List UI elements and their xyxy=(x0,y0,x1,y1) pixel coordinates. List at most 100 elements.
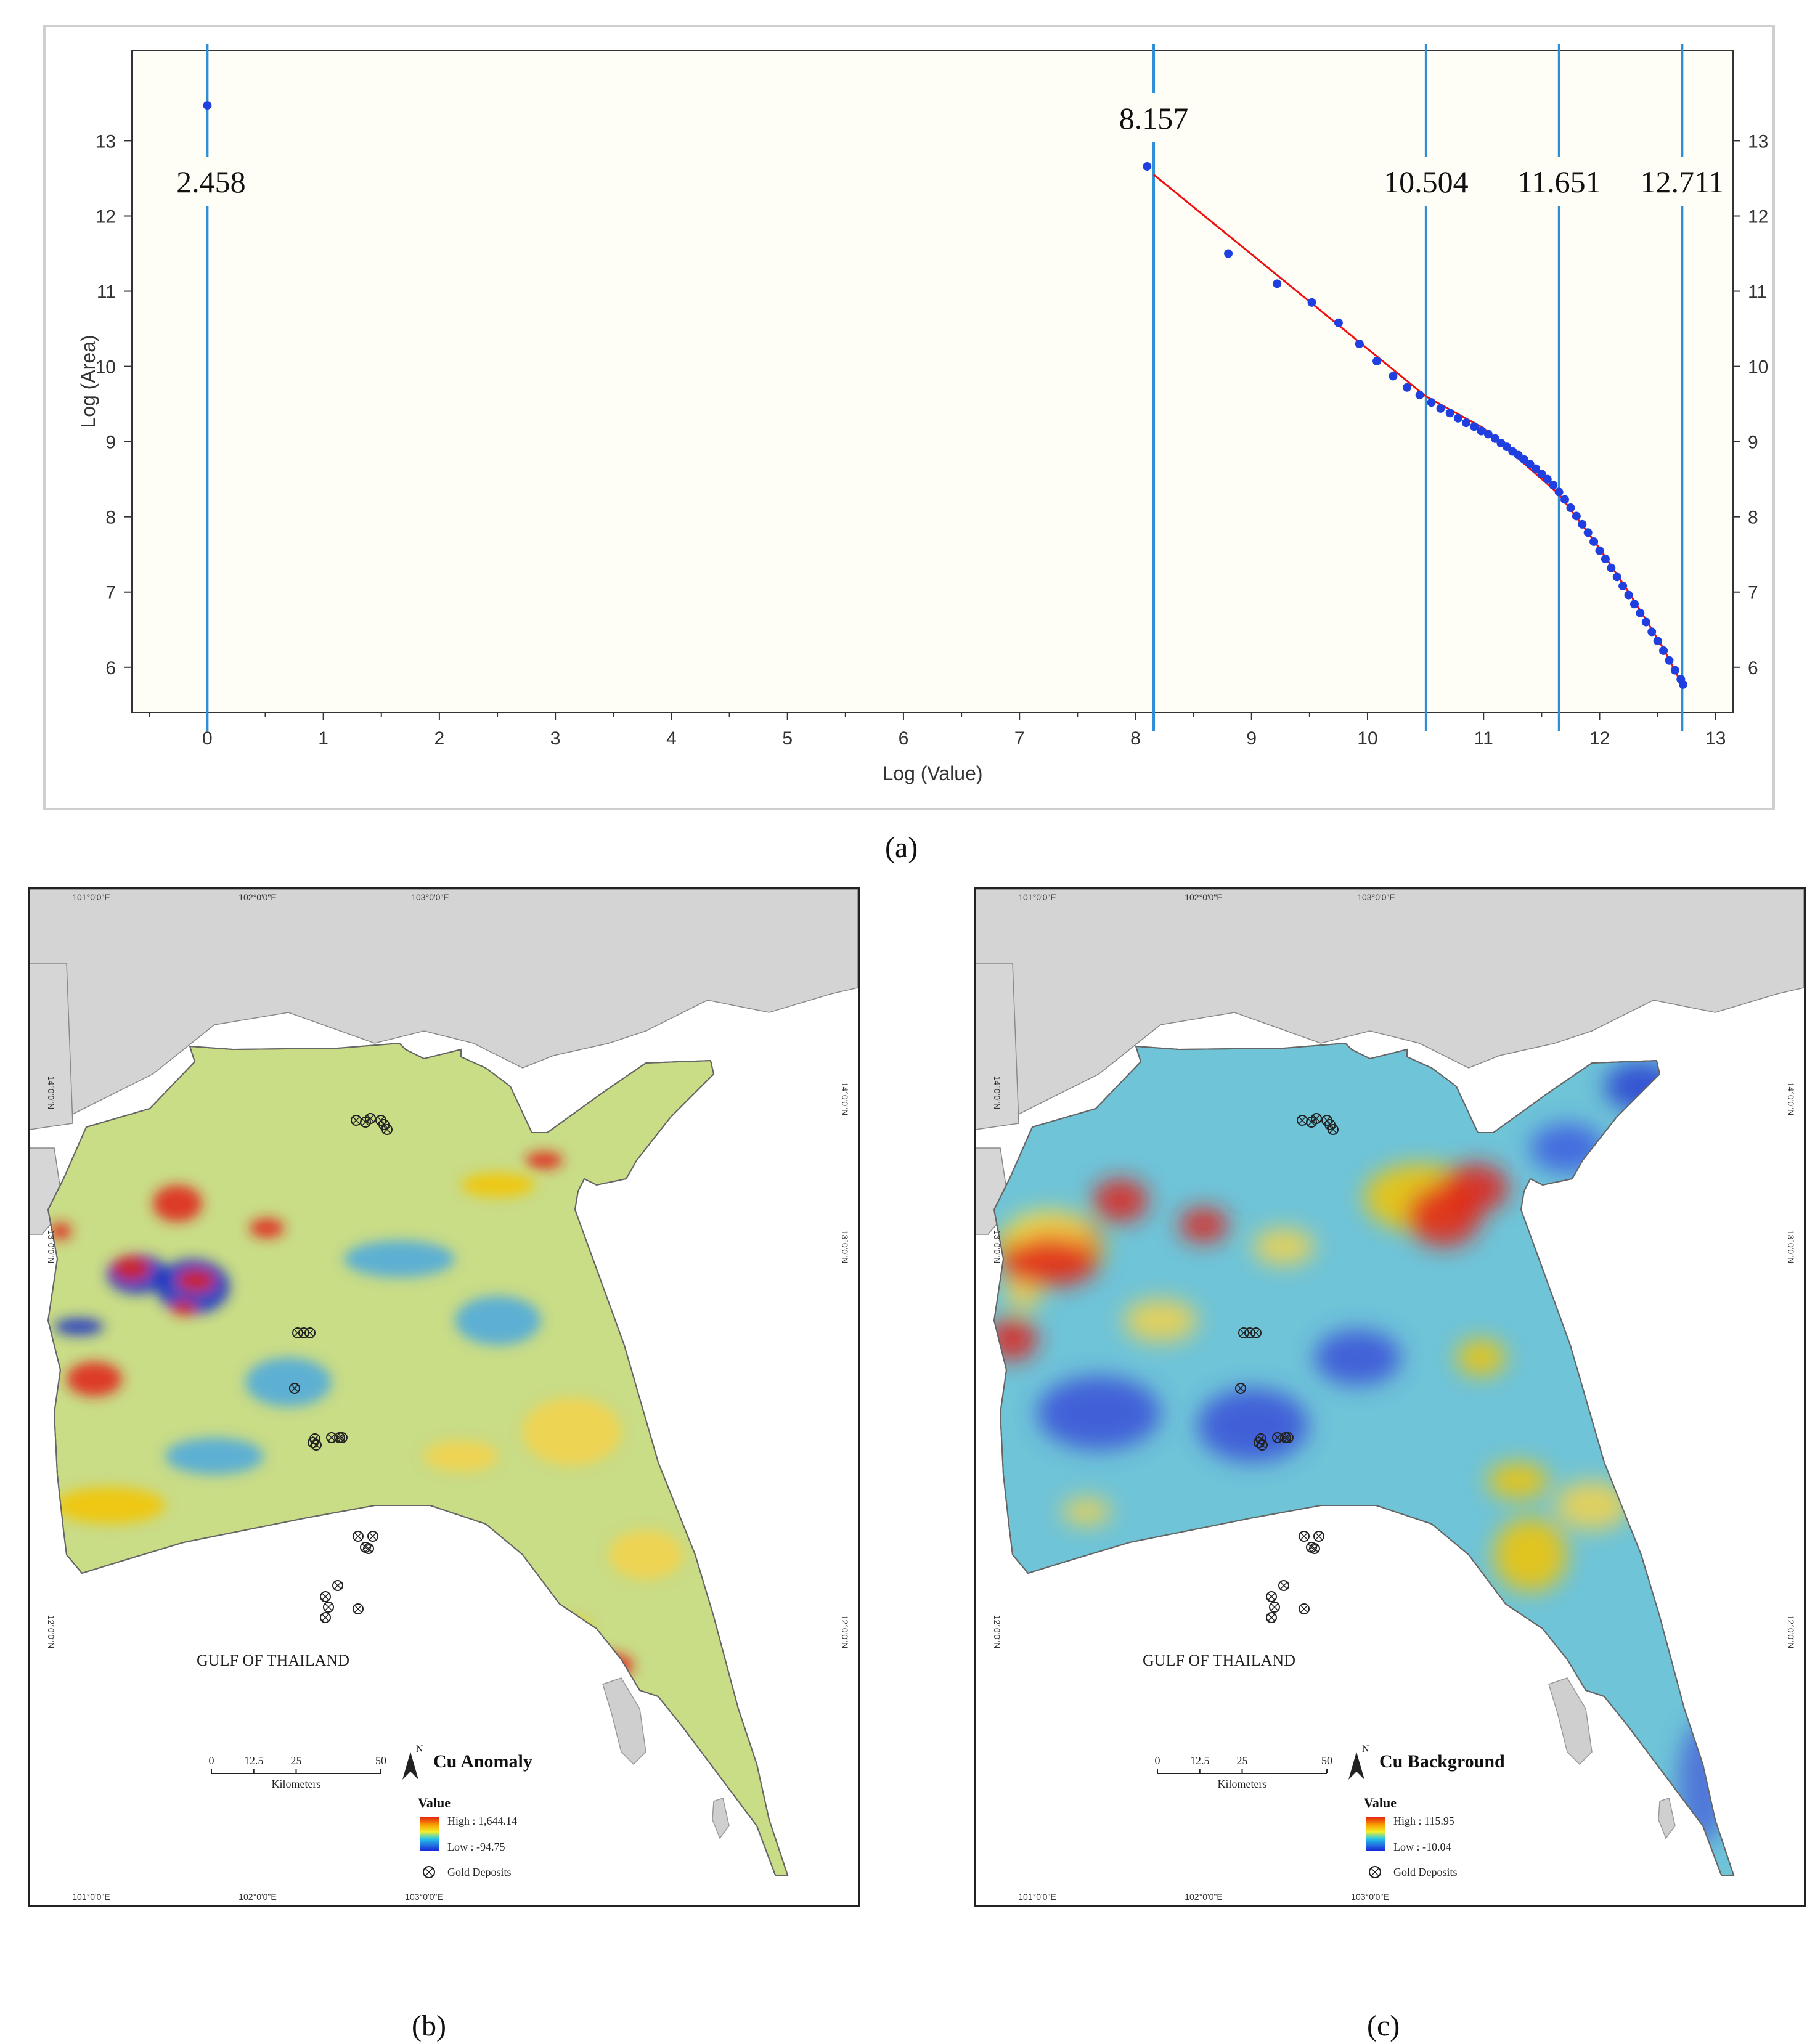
panel-label-b: (b) xyxy=(412,2009,446,2042)
island xyxy=(602,1677,646,1765)
legend-title: Cu Background xyxy=(1379,1751,1505,1772)
gold-deposit-marker xyxy=(1269,1602,1280,1613)
gold-deposit-cross xyxy=(1268,1614,1275,1621)
data-point xyxy=(1665,656,1674,665)
data-point xyxy=(1612,572,1621,582)
gold-deposit-cross xyxy=(365,1545,372,1552)
gold-deposit-marker xyxy=(1299,1603,1310,1614)
y-tick-label-left: 10 xyxy=(96,357,116,378)
data-point xyxy=(1583,528,1593,537)
lat-label-right: 13°0'0"N xyxy=(840,1230,850,1264)
scale-label: 25 xyxy=(291,1754,302,1767)
value-spot xyxy=(1487,1462,1549,1499)
island xyxy=(1548,1677,1593,1765)
gold-deposit-cross xyxy=(369,1533,377,1540)
gold-deposit-marker xyxy=(320,1612,331,1623)
gold-deposit-marker xyxy=(336,1432,348,1443)
y-tick-label-left: 11 xyxy=(97,282,116,303)
gold-deposit-cross xyxy=(354,1533,362,1540)
lat-label-left: 12°0'0"N xyxy=(46,1615,56,1649)
data-point xyxy=(1477,426,1486,436)
value-spot xyxy=(526,1152,563,1169)
x-tick-label: 3 xyxy=(550,728,561,749)
gold-deposit-cross xyxy=(353,1117,360,1124)
neighbor-land-west xyxy=(30,963,73,1130)
data-point xyxy=(1520,455,1529,464)
gold-deposit-cross xyxy=(1311,1545,1318,1552)
data-point xyxy=(1427,398,1436,407)
gold-deposit-marker xyxy=(365,1113,376,1124)
north-arrow-icon xyxy=(1348,1752,1364,1780)
lon-label-top: 103°0'0"E xyxy=(411,892,449,902)
gold-deposit-marker xyxy=(367,1531,378,1542)
gold-deposit-cross xyxy=(328,1434,335,1441)
data-point xyxy=(1402,383,1411,392)
scale-unit: Kilometers xyxy=(272,1778,321,1790)
gold-deposit-cross xyxy=(338,1434,346,1441)
legend-ramp xyxy=(1366,1817,1385,1851)
x-tick-label: 6 xyxy=(899,728,909,749)
x-tick-label: 2 xyxy=(434,728,445,749)
threshold-label: 10.504 xyxy=(1384,165,1469,199)
lat-label-left: 12°0'0"N xyxy=(992,1615,1002,1649)
value-spot xyxy=(1456,1339,1506,1376)
x-tick-label: 7 xyxy=(1014,728,1025,749)
threshold-label: 8.157 xyxy=(1119,101,1189,136)
legend-ramp xyxy=(420,1817,439,1851)
value-spot xyxy=(54,1487,165,1524)
gold-deposit-cross xyxy=(362,1118,369,1126)
data-point xyxy=(1624,590,1633,600)
scale-unit: Kilometers xyxy=(1218,1778,1267,1790)
gold-deposit-marker xyxy=(1250,1327,1262,1338)
data-point xyxy=(1502,442,1511,452)
map-panel-c: 101°0'0"E 102°0'0"E 103°0'0"E 101°0'0"E 102°… xyxy=(974,887,1806,1907)
value-spot xyxy=(1179,1208,1228,1242)
north-arrow-icon xyxy=(402,1752,418,1780)
value-spot xyxy=(344,1240,455,1277)
data-point xyxy=(1224,249,1233,258)
data-point xyxy=(1355,339,1364,348)
gold-deposit-marker xyxy=(1238,1327,1249,1338)
gold-deposit-cross xyxy=(1315,1533,1323,1540)
gold-deposit-marker xyxy=(1235,1383,1246,1394)
x-tick-label: 4 xyxy=(666,728,677,749)
lon-label-bottom: 101°0'0"E xyxy=(1018,1892,1056,1902)
data-point xyxy=(1491,434,1500,443)
data-point xyxy=(1607,563,1616,572)
plot-area xyxy=(131,50,1734,713)
value-spot xyxy=(424,1441,498,1472)
panel-label-c: (c) xyxy=(1367,2009,1400,2042)
data-point xyxy=(1636,608,1645,617)
x-tick-label: 13 xyxy=(1705,728,1726,749)
legend-deposit-label: Gold Deposits xyxy=(1393,1866,1458,1878)
data-point xyxy=(1629,600,1639,609)
value-spot xyxy=(177,1269,214,1292)
cu-anomaly-map: 101°0'0"E 102°0'0"E 103°0'0"E 101°0'0"E 102°… xyxy=(30,889,858,1905)
scale-label: 50 xyxy=(375,1754,386,1767)
threshold-label: 12.711 xyxy=(1641,165,1724,199)
gold-deposit-marker xyxy=(1244,1327,1255,1338)
data-point xyxy=(1483,430,1493,439)
value-spot xyxy=(1315,1330,1401,1385)
y-tick-label-right: 11 xyxy=(1748,282,1767,303)
gold-deposit-cross xyxy=(380,1121,388,1128)
value-spot xyxy=(1124,1299,1197,1342)
value-spot xyxy=(461,1173,535,1197)
lon-label-top: 101°0'0"E xyxy=(1018,892,1056,902)
gold-deposit-marker xyxy=(323,1602,334,1613)
value-spot xyxy=(1062,1498,1111,1525)
legend-title: Cu Anomaly xyxy=(433,1751,532,1772)
y-tick-label-right: 6 xyxy=(1748,658,1758,678)
y-tick-label-right: 13 xyxy=(1748,131,1768,152)
lat-label-left: 14°0'0"N xyxy=(46,1076,56,1110)
legend-deposit-cross xyxy=(1371,1868,1379,1876)
cu-background-map: 101°0'0"E 102°0'0"E 103°0'0"E 101°0'0"E 102°… xyxy=(976,889,1804,1905)
gold-deposit-marker xyxy=(381,1124,393,1135)
gold-deposit-cross xyxy=(354,1605,362,1613)
gold-deposit-cross xyxy=(306,1329,314,1337)
lon-label-bottom: 102°0'0"E xyxy=(1185,1892,1223,1902)
gold-deposit-cross xyxy=(1252,1329,1260,1337)
value-spot xyxy=(455,1296,541,1345)
x-tick-label: 10 xyxy=(1357,728,1377,749)
